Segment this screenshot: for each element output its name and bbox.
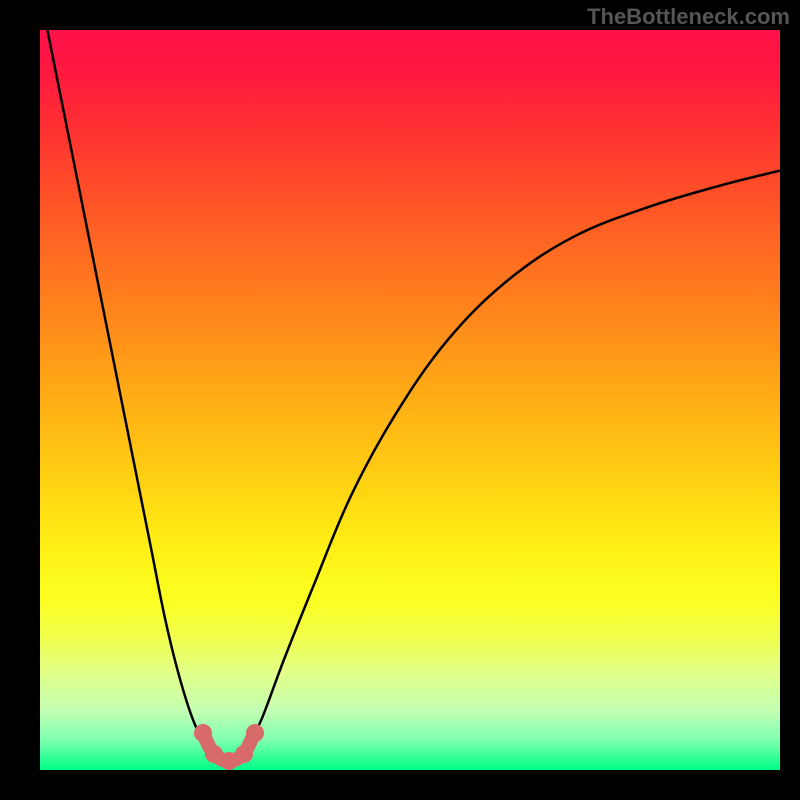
- curve-left: [47, 30, 210, 748]
- watermark-text: TheBottleneck.com: [587, 4, 790, 30]
- trough-marker: [194, 724, 212, 742]
- curve-right: [247, 171, 780, 748]
- curves-svg: [40, 30, 780, 770]
- trough-marker: [246, 724, 264, 742]
- plot-area: [40, 30, 780, 770]
- chart-container: TheBottleneck.com: [0, 0, 800, 800]
- trough-marker: [235, 745, 253, 763]
